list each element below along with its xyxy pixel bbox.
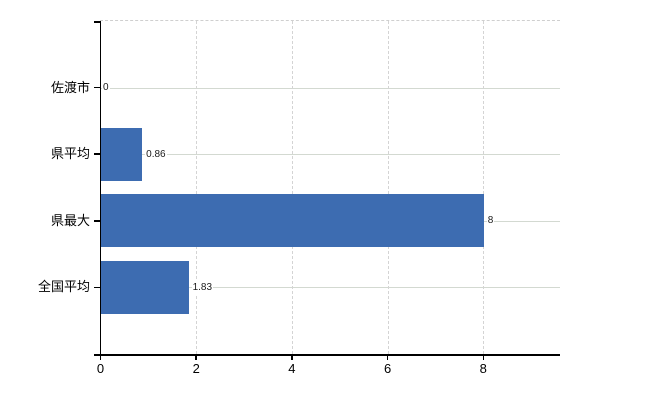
bar-value-label: 8 xyxy=(486,214,495,228)
axis-tick xyxy=(94,21,100,23)
v-gridline xyxy=(483,21,485,354)
y-axis-line xyxy=(99,21,101,355)
axis-tick xyxy=(386,354,389,360)
v-gridline xyxy=(387,21,389,354)
h-gridline xyxy=(100,87,560,89)
x-axis-line xyxy=(94,354,560,356)
axis-tick xyxy=(482,354,485,360)
x-tick-label: 6 xyxy=(383,361,392,376)
axis-tick xyxy=(94,86,100,89)
axis-tick xyxy=(94,153,100,155)
bar-value-label: 0.86 xyxy=(145,147,167,161)
v-gridline xyxy=(291,21,293,354)
bar xyxy=(101,127,143,181)
bar xyxy=(101,260,189,314)
bar-value-label: 1.83 xyxy=(191,280,214,294)
x-tick-label: 4 xyxy=(288,361,296,376)
x-tick-label: 0 xyxy=(96,361,105,376)
h-gridline xyxy=(100,287,560,289)
axis-tick xyxy=(94,286,100,289)
category-label: 県最大 xyxy=(50,212,90,228)
axis-tick xyxy=(99,354,102,360)
plot-top-border xyxy=(100,20,560,21)
category-label: 佐渡市 xyxy=(50,79,90,95)
axis-tick xyxy=(94,220,100,222)
v-gridline xyxy=(196,21,198,354)
axis-tick xyxy=(195,354,197,360)
bar-value-label: 0 xyxy=(102,81,110,95)
x-tick-label: 2 xyxy=(192,361,200,376)
h-gridline xyxy=(100,154,560,156)
axis-tick xyxy=(291,354,293,360)
x-tick-label: 8 xyxy=(479,361,487,376)
bar xyxy=(101,194,484,248)
category-label: 全国平均 xyxy=(37,279,90,295)
category-label: 県平均 xyxy=(50,146,90,162)
